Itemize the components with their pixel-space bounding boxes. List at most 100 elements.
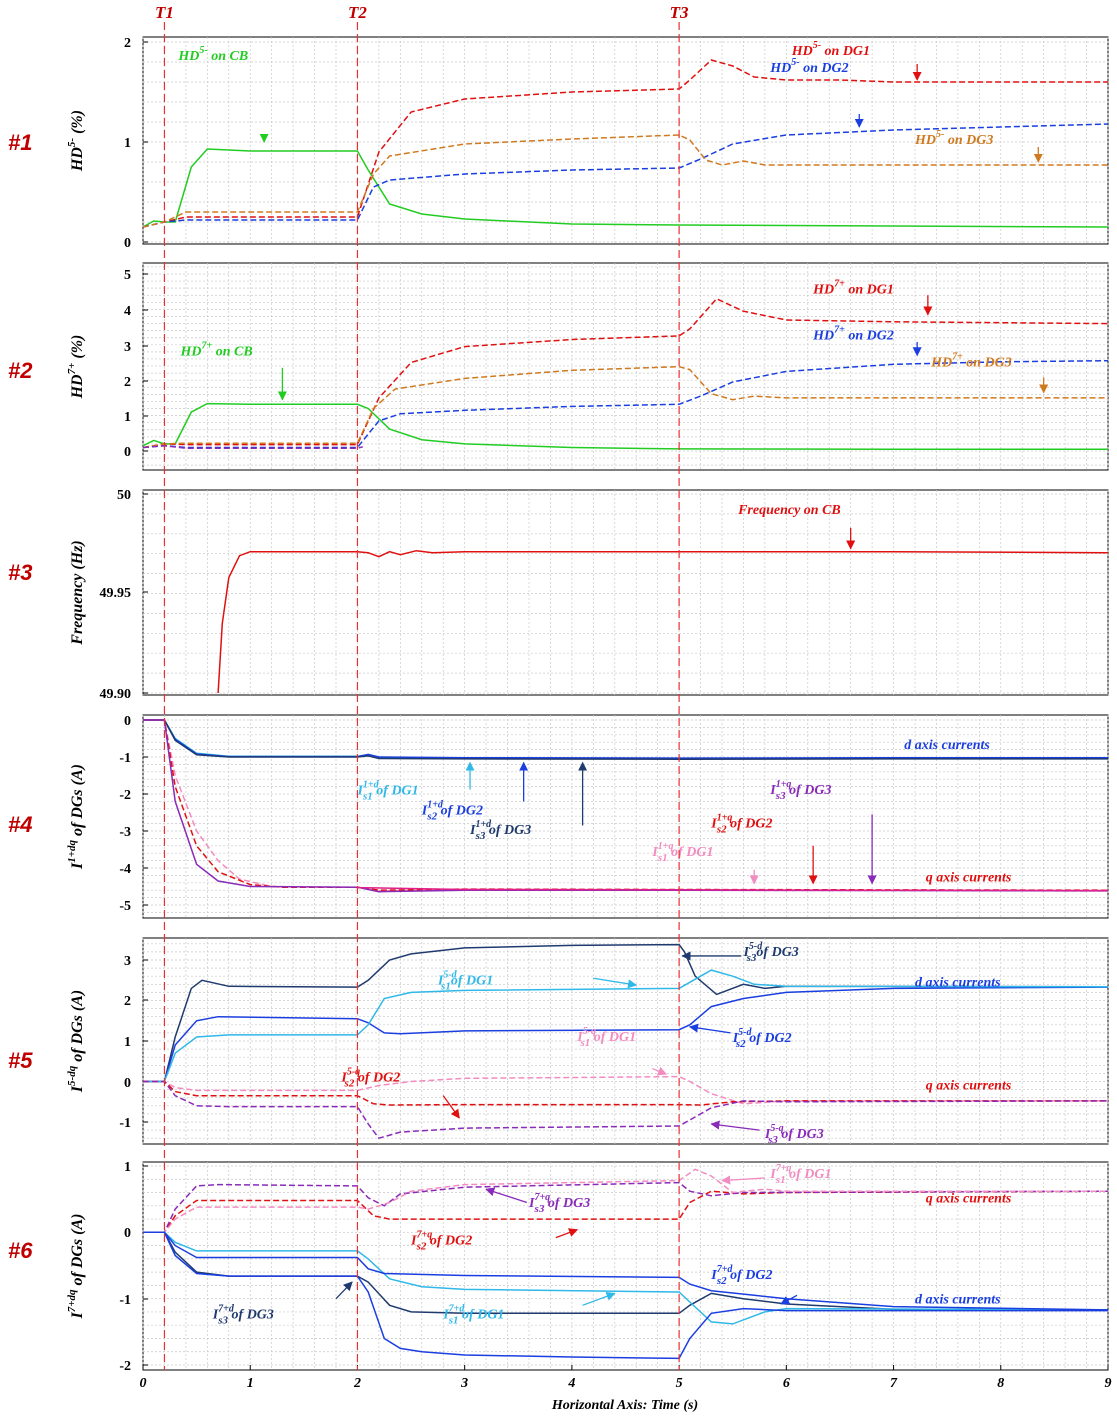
annotation-1: q axis currents: [926, 1191, 1012, 1206]
annotation-3: HD7+ on DG2: [812, 324, 894, 343]
series-group: [143, 297, 1108, 450]
x-tick-label: 2: [353, 1376, 361, 1391]
x-axis-label: Horizontal Axis: Time (s): [551, 1398, 698, 1413]
series-line-2: [143, 297, 1108, 449]
annotation-arrow: [688, 1023, 731, 1034]
y-tick-label: -1: [119, 1293, 131, 1308]
annotation-2: d axis currents: [915, 1292, 1001, 1307]
y-tick-label: -1: [119, 1116, 131, 1131]
series-line-3: [143, 1168, 1108, 1234]
panel-5: 3 2 1 0 -1 #5 I5-dq of DGs (A) d axis currents q…: [8, 937, 1109, 1146]
x-tick-label: 5: [676, 1376, 683, 1391]
annotation-arrow: [485, 1187, 528, 1204]
annotation-1: d axis currents: [915, 975, 1001, 990]
annotation-4: HD7+ on DG3: [930, 352, 1012, 371]
series-group: [143, 943, 1108, 1140]
annotation-arrow: [780, 1294, 798, 1305]
y-tick-label: 1: [124, 1035, 131, 1050]
series-line-5: [143, 1080, 1108, 1106]
annotation-4: I1+d s2 of DG2: [421, 799, 483, 822]
annotation-1: HD5- on CB: [177, 45, 248, 64]
series-line-2: [143, 986, 1108, 1083]
annotation-3: HD5- on DG2: [769, 57, 848, 76]
series-line-6: [143, 1231, 1108, 1311]
annotation-arrow: [335, 1281, 353, 1300]
annotation-8: I5-q s3 of DG3: [764, 1123, 824, 1146]
series-line-4: [143, 1075, 1108, 1105]
annotation-5: I7+q s2 of DG2: [410, 1229, 472, 1252]
y-tick-label: 0: [124, 236, 131, 251]
annotation-arrow: [710, 1120, 760, 1131]
series-line-5: [143, 444, 363, 449]
series-line-4: [143, 134, 1108, 228]
row-label: #6: [8, 1238, 33, 1263]
y-tick-label: 1: [124, 1160, 131, 1175]
panel-3: 49.90 49.95 50 #3 Frequency (Hz) Frequency on…: [8, 488, 1109, 702]
y-tick-label: -3: [119, 825, 131, 840]
annotation-8: I1+q s3 of DG3: [769, 779, 831, 802]
annotation-4: HD5- on DG3: [914, 129, 993, 148]
annotation-2: q axis currents: [926, 870, 1012, 885]
series-line-5: [143, 1231, 1108, 1325]
panel-frame: [142, 489, 1109, 696]
y-tick-label: 0: [124, 1076, 131, 1091]
series-line-3: [143, 123, 1108, 228]
event-label-t1: T1: [155, 3, 174, 22]
series-line-2: [143, 1181, 1108, 1234]
annotation-arrow: [652, 1066, 668, 1076]
annotation-4: I7+q s3 of DG3: [528, 1192, 590, 1215]
x-tick-label: 0: [140, 1376, 147, 1391]
y-axis-label: I7+dq of DGs (A): [66, 1213, 86, 1319]
annotation-2: q axis currents: [926, 1079, 1012, 1094]
y-tick-label: 49.90: [100, 687, 132, 702]
x-tick-label: 8: [997, 1376, 1004, 1391]
annotation-3: I7+q s1 of DG1: [769, 1163, 831, 1186]
annotation-3: I1+d s1 of DG1: [356, 780, 418, 803]
annotation-arrow: [593, 977, 638, 989]
panel-frame: [142, 36, 1109, 245]
y-tick-label: 0: [124, 714, 131, 729]
annotation-1: Frequency on CB: [737, 503, 841, 518]
annotation-4: I5-d s1of DG1: [437, 969, 493, 992]
y-axis-label: I5-dq of DGs (A): [66, 990, 86, 1093]
y-axis-label: HD5- (%): [66, 110, 86, 172]
x-tick-label: 9: [1105, 1376, 1112, 1391]
row-label: #2: [8, 358, 33, 383]
row-label: #1: [8, 130, 32, 155]
series-line-1: [143, 943, 1108, 1083]
series-line-3: [143, 719, 1108, 760]
y-tick-label: 5: [124, 268, 131, 283]
y-tick-label: 4: [124, 304, 131, 319]
panel-4: 0 -1 -2 -3 -4 -5 #4 I1+dq of DGs (A) d axis curr…: [8, 714, 1109, 919]
annotation-arrow: [555, 1228, 579, 1239]
annotation-7: I7+d s1 of DG1: [442, 1304, 504, 1327]
y-tick-label: 1: [124, 410, 131, 425]
events-layer: T1 T2 T3: [155, 3, 689, 1370]
annotation-3: I5-d s3of DG3: [742, 941, 798, 964]
y-tick-label: -1: [119, 751, 131, 766]
panel-2: 0 1 2 3 4 5 #2 HD7+ (%) HD7+ on CB HD7+ on DG1 HD7…: [8, 262, 1109, 471]
series-group: [143, 1168, 1108, 1360]
panel-frame: [142, 1161, 1109, 1371]
y-tick-label: -5: [119, 899, 131, 914]
y-tick-label: 3: [124, 340, 131, 355]
annotation-arrow: [582, 1291, 616, 1306]
y-tick-label: -4: [119, 862, 131, 877]
annotation-arrow: [442, 1095, 460, 1119]
x-tick-label: 6: [783, 1376, 790, 1391]
annotation-2: HD7+ on DG1: [812, 278, 894, 297]
y-tick-label: 1: [124, 136, 131, 151]
y-tick-label: 3: [124, 954, 131, 969]
row-label: #3: [8, 560, 32, 585]
panel-frame: [142, 262, 1109, 471]
series-line-1: [217, 549, 1108, 694]
annotation-7: I5-q s1 of DG1: [576, 1026, 636, 1049]
annotation-8: I7+d s2 of DG2: [710, 1264, 772, 1287]
annotation-1: d axis currents: [904, 738, 990, 753]
series-line-4: [143, 1231, 1108, 1315]
y-axis-label: I1+dq of DGs (A): [66, 764, 86, 870]
annotation-5: I1+d s3 of DG3: [469, 819, 531, 842]
y-tick-label: 50: [117, 488, 131, 503]
x-tick-label: 3: [460, 1376, 468, 1391]
